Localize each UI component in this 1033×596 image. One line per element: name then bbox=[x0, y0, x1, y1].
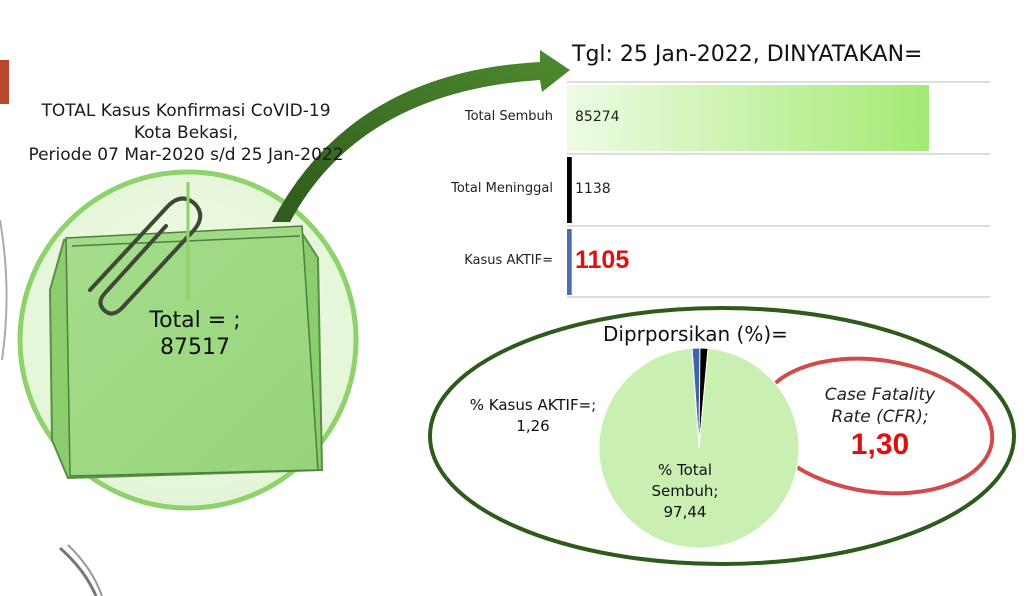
pct-sembuh-label: % Total Sembuh; 97,44 bbox=[610, 460, 760, 523]
left-title: TOTAL Kasus Konfirmasi CoVID-19 Kota Bek… bbox=[0, 100, 372, 166]
bar-1 bbox=[567, 157, 572, 223]
total-text: Total = ; 87517 bbox=[120, 307, 270, 361]
bar-value-label: 1105 bbox=[575, 246, 630, 274]
total-value: 87517 bbox=[160, 335, 230, 360]
bar-2 bbox=[567, 229, 572, 295]
date-title: Tgl: 25 Jan-2022, DINYATAKAN= bbox=[572, 42, 923, 67]
curved-arrow-icon bbox=[272, 50, 570, 222]
side-tab bbox=[0, 60, 9, 104]
cfr-label-line-1: Case Fatality bbox=[824, 385, 936, 405]
total-label: Total = ; bbox=[149, 308, 241, 333]
bar-category-label: Total Sembuh bbox=[464, 109, 553, 124]
cfr-label-line-2: Rate (CFR); bbox=[831, 407, 929, 427]
proportion-title: Diprporsikan (%)= bbox=[603, 322, 788, 346]
left-title-line-2: Kota Bekasi, bbox=[133, 123, 239, 143]
total-circle bbox=[17, 169, 359, 511]
left-title-line-3: Periode 07 Mar-2020 s/d 25 Jan-2022 bbox=[28, 145, 344, 165]
pie-slice-0 bbox=[598, 347, 800, 549]
pct-sembuh-line-2: Sembuh; bbox=[651, 482, 719, 500]
cfr-value: 1,30 bbox=[850, 428, 910, 461]
pct-aktif-line-1: % Kasus AKTIF=; bbox=[469, 396, 597, 414]
cfr-label: Case Fatality Rate (CFR); bbox=[800, 384, 960, 428]
pct-sembuh-line-3: 97,44 bbox=[663, 503, 707, 521]
bar-0 bbox=[567, 85, 929, 151]
bar-category-label: Kasus AKTIF= bbox=[464, 253, 553, 268]
pct-sembuh-line-1: % Total bbox=[657, 461, 713, 479]
bar-value-label: 85274 bbox=[575, 109, 620, 125]
bar-value-label: 1138 bbox=[575, 181, 611, 197]
left-title-line-1: TOTAL Kasus Konfirmasi CoVID-19 bbox=[41, 101, 331, 121]
pct-aktif-label: % Kasus AKTIF=; 1,26 bbox=[448, 395, 618, 437]
pct-aktif-line-2: 1,26 bbox=[516, 417, 550, 435]
bar-category-label: Total Meninggal bbox=[451, 181, 553, 196]
